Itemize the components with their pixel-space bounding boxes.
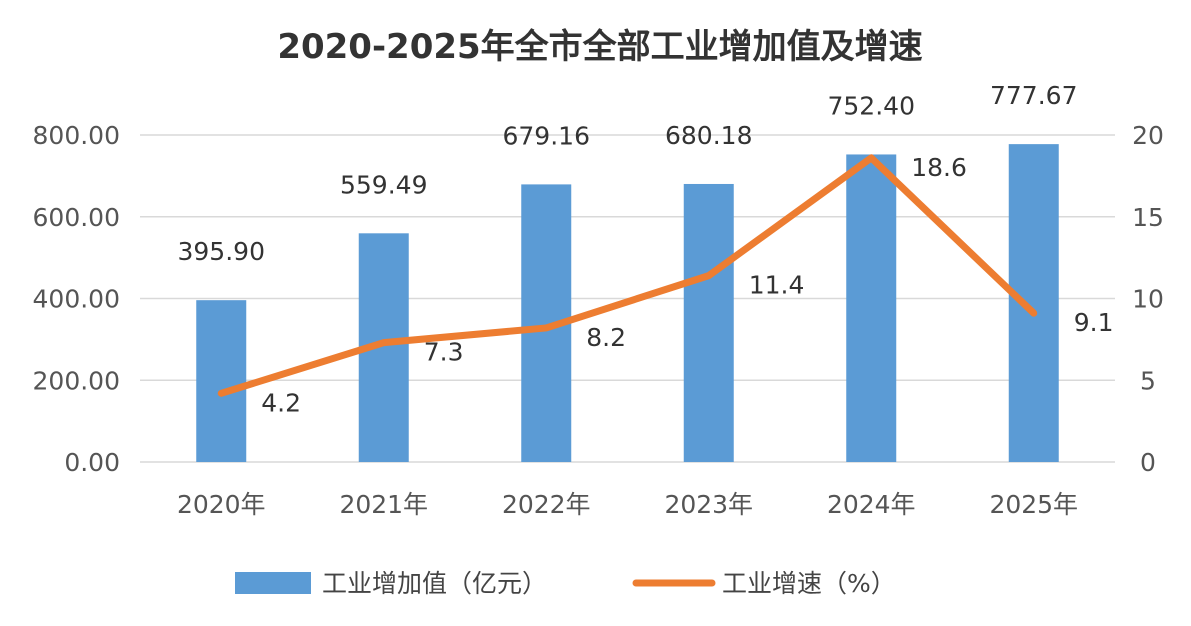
line-data-label: 4.2 (261, 388, 301, 417)
bar-data-labels: 395.90 559.49 679.16 680.18 752.40 777.67 (178, 81, 1078, 266)
bar (846, 154, 897, 463)
right-axis-tick-label: 10 (1132, 285, 1164, 314)
line-data-label: 7.3 (424, 338, 464, 367)
line-data-labels: 4.2 7.3 8.2 11.4 18.6 9.1 (261, 153, 1113, 417)
line-series (217, 154, 1038, 397)
left-axis-tick-label: 600.00 (33, 203, 120, 232)
right-axis-tick-label: 20 (1132, 121, 1164, 150)
line-data-label: 11.4 (749, 271, 805, 300)
line-data-label: 18.6 (911, 153, 967, 182)
x-axis-tick-label: 2024年 (827, 490, 916, 519)
legend-label-bar: 工业增加值（亿元） (322, 569, 547, 598)
line-data-label: 8.2 (586, 323, 626, 352)
bar-data-label: 559.49 (340, 170, 427, 199)
series-line (217, 154, 1038, 397)
bar-data-label: 395.90 (178, 237, 265, 266)
x-axis-ticks: 2020年 2021年 2022年 2023年 2024年 2025年 (177, 490, 1078, 519)
x-axis-tick-label: 2022年 (502, 490, 591, 519)
bar-data-label: 777.67 (990, 81, 1077, 110)
legend-swatch-bar (235, 572, 311, 594)
x-axis-tick-label: 2021年 (339, 490, 428, 519)
bar-data-label: 679.16 (503, 121, 590, 150)
x-axis-tick-label: 2023年 (664, 490, 753, 519)
right-axis-tick-label: 0 (1140, 448, 1156, 477)
left-axis-tick-label: 800.00 (33, 121, 120, 150)
x-axis-tick-label: 2025年 (989, 490, 1078, 519)
chart-title: 2020-2025年全市全部工业增加值及增速 (277, 27, 922, 67)
left-axis-tick-label: 400.00 (33, 285, 120, 314)
bar (196, 300, 247, 462)
bar-data-label: 680.18 (665, 121, 752, 150)
bar (683, 183, 734, 462)
left-axis-tick-label: 200.00 (33, 366, 120, 395)
right-axis-ticks: 0 5 10 15 20 (1132, 121, 1164, 477)
legend-label-line: 工业增速（%） (722, 569, 896, 598)
bar (1008, 144, 1059, 462)
right-axis-tick-label: 5 (1140, 366, 1156, 395)
left-axis-tick-label: 0.00 (64, 448, 120, 477)
right-axis-tick-label: 15 (1132, 203, 1164, 232)
line-data-label: 9.1 (1074, 308, 1114, 337)
left-axis-ticks: 0.00 200.00 400.00 600.00 800.00 (33, 121, 120, 477)
bar-data-label: 752.40 (828, 91, 915, 120)
legend: 工业增加值（亿元） 工业增速（%） (235, 569, 896, 598)
x-axis-tick-label: 2020年 (177, 490, 266, 519)
